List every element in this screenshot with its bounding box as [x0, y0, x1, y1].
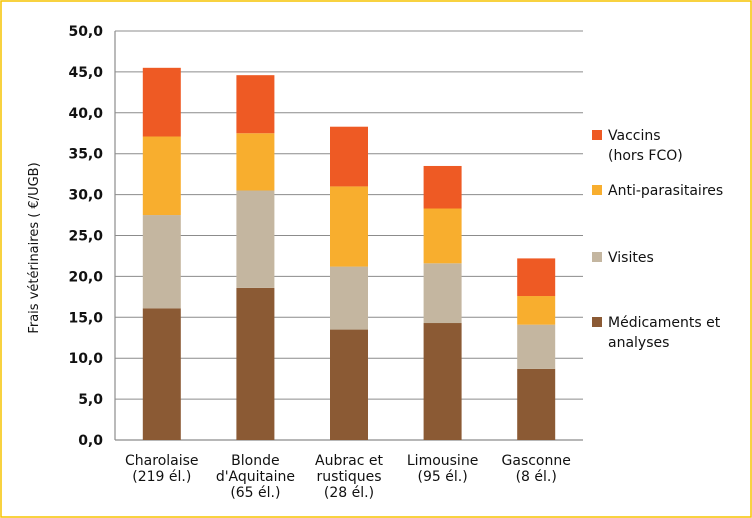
bar-segment	[236, 133, 275, 191]
legend-label: Visites	[608, 250, 654, 266]
bar-segment	[330, 126, 368, 187]
bar-segment	[142, 67, 181, 137]
bar-segment	[517, 368, 556, 440]
x-tick-label: Charolaise (219 él.)	[125, 453, 199, 485]
y-tick-label: 20,0	[68, 269, 103, 285]
legend-label: Anti-parasitaires	[608, 183, 723, 199]
bar-segment	[423, 323, 462, 440]
bar-segment	[330, 329, 368, 440]
legend-label: Vaccins (hors FCO)	[608, 128, 683, 164]
y-tick-label: 45,0	[68, 65, 103, 81]
bar-segment	[142, 136, 181, 216]
bar-segment	[517, 296, 556, 325]
legend: Vaccins (hors FCO) Anti-parasitaires Visite…	[592, 128, 723, 351]
y-tick-label: 40,0	[68, 106, 103, 122]
legend-entry: Vaccins (hors FCO)	[592, 128, 683, 164]
y-tick-label: 5,0	[78, 392, 103, 408]
bar-segment	[330, 186, 368, 267]
bar-segment	[423, 263, 462, 324]
bar-segment	[236, 75, 275, 134]
bar-segment	[517, 258, 556, 297]
bar-segment	[330, 266, 368, 330]
bar-segment	[142, 308, 181, 440]
y-tick-label: 15,0	[68, 310, 103, 326]
legend-swatch	[592, 130, 602, 140]
x-tick-label: Limousine (95 él.)	[407, 453, 478, 485]
y-tick-label: 0,0	[78, 433, 103, 449]
legend-entry: Anti-parasitaires	[592, 183, 723, 199]
y-tick-labels: 0,0 5,0 10,0 15,0 20,0 25,0 30,0 35,0 40,0 45,0 50…	[68, 24, 103, 449]
legend-swatch	[592, 317, 602, 327]
bar-segment	[517, 324, 556, 369]
legend-label: Médicaments et analyses	[608, 315, 721, 351]
y-axis-label: Frais vétérinaires ( €/UGB)	[27, 162, 42, 333]
x-category-labels: Charolaise (219 él.) Blonde d'Aquitaine (65 …	[125, 453, 571, 501]
bar-segment	[423, 165, 462, 209]
x-tick-label: Gasconne (8 él.)	[502, 453, 571, 485]
legend-swatch	[592, 185, 602, 195]
bar-segment	[236, 190, 275, 288]
legend-entry: Visites	[592, 250, 654, 266]
bar-segment	[423, 208, 462, 264]
legend-swatch	[592, 252, 602, 262]
y-tick-label: 10,0	[68, 351, 103, 367]
bar-segment	[236, 287, 275, 440]
y-tick-label: 50,0	[68, 24, 103, 40]
grid-layer	[114, 30, 583, 441]
y-tick-label: 35,0	[68, 147, 103, 163]
x-tick-label: Aubrac et rustiques (28 él.)	[315, 453, 383, 501]
y-tick-label: 25,0	[68, 229, 103, 245]
bar-segment	[142, 215, 181, 309]
x-tick-label: Blonde d'Aquitaine (65 él.)	[216, 453, 295, 501]
y-tick-label: 30,0	[68, 188, 103, 204]
legend-entry: Médicaments et analyses	[592, 315, 721, 351]
bars-layer	[142, 67, 556, 440]
